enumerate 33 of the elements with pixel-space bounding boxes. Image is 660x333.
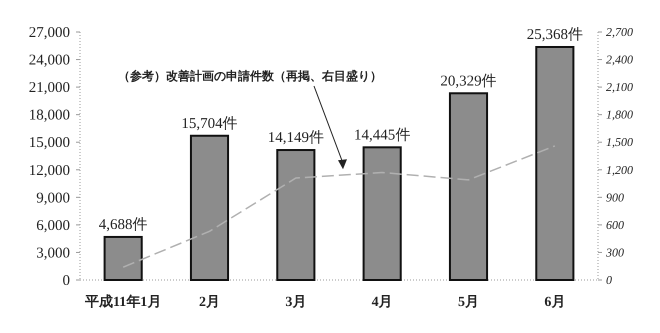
x-tick-label: 6月 <box>544 295 566 310</box>
y2-tick-label: 600 <box>606 218 624 232</box>
y2-tick-label: 300 <box>605 245 624 260</box>
y-tick-label: 27,000 <box>28 25 70 41</box>
y-tick-label: 3,000 <box>36 245 70 262</box>
y-tick-label: 21,000 <box>28 80 70 96</box>
y-tick-label: 6,000 <box>36 218 70 234</box>
data-label: 20,329件 <box>440 73 497 90</box>
annotation: （参考）改善計画の申請件数（再掲、右目盛り） <box>118 69 382 83</box>
x-tick-label: 3月 <box>285 295 306 310</box>
data-label: 4,688件 <box>98 216 148 233</box>
y2-tick-label: 2,400 <box>606 52 633 67</box>
x-tick-label: 5月 <box>458 295 479 310</box>
y2-tick-label: 1,500 <box>606 135 633 150</box>
x-tick-label: 平成11年1月 <box>84 294 162 310</box>
data-label: 14,149件 <box>268 130 324 146</box>
y2-tick-label: 2,700 <box>606 25 633 39</box>
data-label: 15,704件 <box>181 116 238 132</box>
x-tick-label: 4月 <box>372 295 393 310</box>
y2-tick-label: 900 <box>606 190 624 204</box>
y-tick-label: 9,000 <box>36 190 70 206</box>
x-tick-label: 2月 <box>199 295 220 310</box>
y2-tick-label: 1,800 <box>606 108 633 122</box>
y2-tick-label: 2,100 <box>606 80 633 94</box>
data-label: 25,368件 <box>526 26 583 43</box>
y-tick-label: 12,000 <box>28 162 70 179</box>
y-tick-label: 24,000 <box>28 52 70 69</box>
y-tick-label: 15,000 <box>28 135 70 152</box>
y-tick-label: 18,000 <box>28 108 70 124</box>
data-label: 14,445件 <box>354 127 410 144</box>
y2-tick-label: 1,200 <box>606 162 633 177</box>
y-tick-label: 0 <box>62 273 70 289</box>
y2-tick-label: 0 <box>606 273 612 287</box>
